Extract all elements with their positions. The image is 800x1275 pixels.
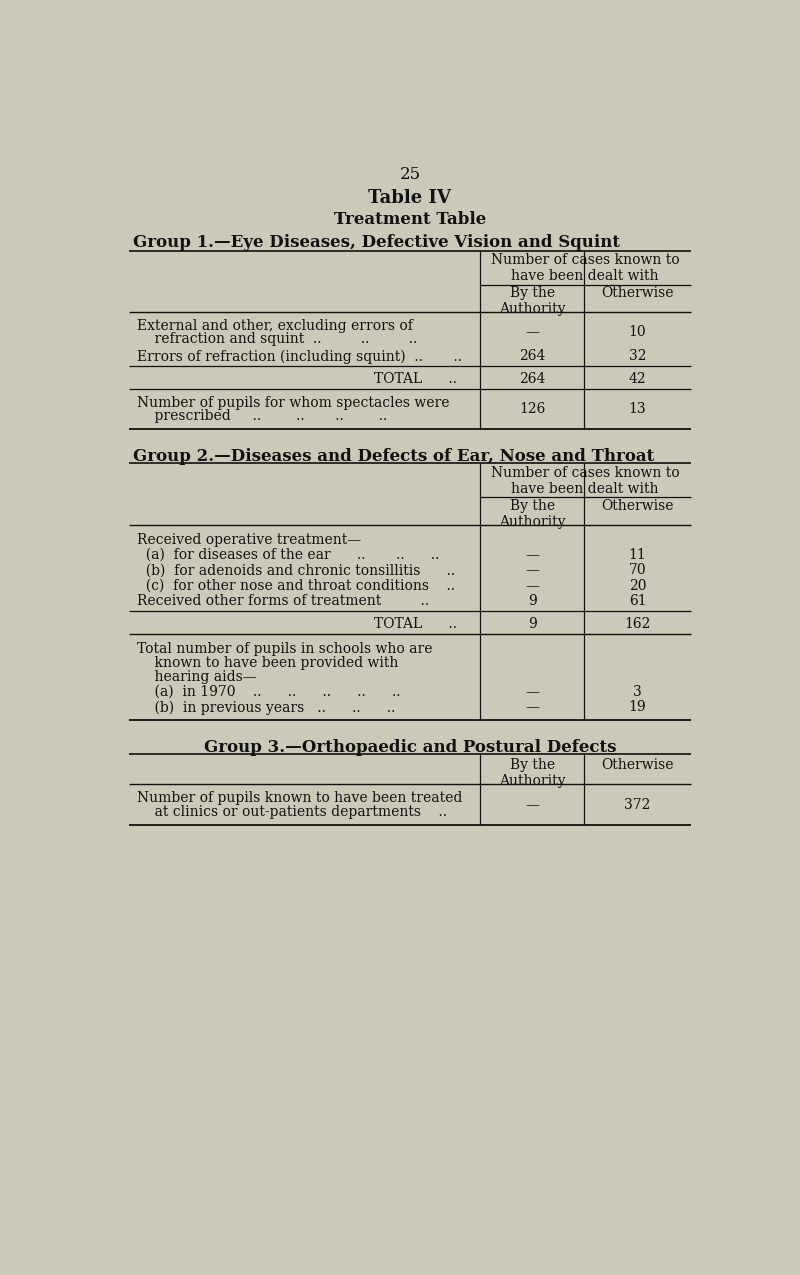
- Text: —: —: [525, 325, 539, 339]
- Text: 162: 162: [624, 617, 650, 631]
- Text: TOTAL      ..: TOTAL ..: [374, 617, 457, 631]
- Text: Treatment Table: Treatment Table: [334, 210, 486, 228]
- Text: Otherwise: Otherwise: [602, 759, 674, 773]
- Text: Otherwise: Otherwise: [602, 286, 674, 300]
- Text: 9: 9: [528, 594, 537, 608]
- Text: —: —: [525, 548, 539, 562]
- Text: 19: 19: [629, 700, 646, 714]
- Text: TOTAL      ..: TOTAL ..: [374, 372, 457, 386]
- Text: 32: 32: [629, 349, 646, 363]
- Text: at clinics or out-patients departments    ..: at clinics or out-patients departments .…: [138, 806, 447, 820]
- Text: Number of cases known to
have been dealt with: Number of cases known to have been dealt…: [491, 254, 679, 283]
- Text: —: —: [525, 579, 539, 593]
- Text: 9: 9: [528, 617, 537, 631]
- Text: —: —: [525, 798, 539, 812]
- Text: 372: 372: [624, 798, 650, 812]
- Text: prescribed     ..        ..       ..        ..: prescribed .. .. .. ..: [138, 409, 387, 423]
- Text: Otherwise: Otherwise: [602, 499, 674, 513]
- Text: (a)  for diseases of the ear      ..       ..      ..: (a) for diseases of the ear .. .. ..: [138, 548, 439, 562]
- Text: 13: 13: [629, 403, 646, 417]
- Text: Errors of refraction (including squint)  ..       ..: Errors of refraction (including squint) …: [138, 349, 462, 363]
- Text: By the
Authority: By the Authority: [499, 286, 566, 316]
- Text: Table IV: Table IV: [369, 189, 451, 208]
- Text: —: —: [525, 700, 539, 714]
- Text: (c)  for other nose and throat conditions    ..: (c) for other nose and throat conditions…: [138, 579, 455, 593]
- Text: Number of pupils for whom spectacles were: Number of pupils for whom spectacles wer…: [138, 395, 450, 409]
- Text: 61: 61: [629, 594, 646, 608]
- Text: 11: 11: [629, 548, 646, 562]
- Text: Received operative treatment—: Received operative treatment—: [138, 533, 362, 547]
- Text: 10: 10: [629, 325, 646, 339]
- Text: (a)  in 1970    ..      ..      ..      ..      ..: (a) in 1970 .. .. .. .. ..: [138, 685, 401, 699]
- Text: (b)  for adenoids and chronic tonsillitis      ..: (b) for adenoids and chronic tonsillitis…: [138, 564, 455, 578]
- Text: hearing aids—: hearing aids—: [138, 669, 257, 683]
- Text: 25: 25: [399, 166, 421, 184]
- Text: External and other, excluding errors of: External and other, excluding errors of: [138, 319, 413, 333]
- Text: 264: 264: [519, 372, 546, 386]
- Text: By the
Authority: By the Authority: [499, 759, 566, 788]
- Text: Number of cases known to
have been dealt with: Number of cases known to have been dealt…: [491, 465, 679, 496]
- Text: —: —: [525, 564, 539, 578]
- Text: known to have been provided with: known to have been provided with: [138, 655, 398, 669]
- Text: —: —: [525, 685, 539, 699]
- Text: 126: 126: [519, 403, 546, 417]
- Text: Group 2.—Diseases and Defects of Ear, Nose and Throat: Group 2.—Diseases and Defects of Ear, No…: [133, 448, 654, 465]
- Text: (b)  in previous years   ..      ..      ..: (b) in previous years .. .. ..: [138, 700, 395, 715]
- Text: 20: 20: [629, 579, 646, 593]
- Text: 42: 42: [629, 372, 646, 386]
- Text: 264: 264: [519, 349, 546, 363]
- Text: Group 3.—Orthopaedic and Postural Defects: Group 3.—Orthopaedic and Postural Defect…: [204, 740, 616, 756]
- Text: 70: 70: [629, 564, 646, 578]
- Text: Group 1.—Eye Diseases, Defective Vision and Squint: Group 1.—Eye Diseases, Defective Vision …: [133, 233, 619, 251]
- Text: Total number of pupils in schools who are: Total number of pupils in schools who ar…: [138, 641, 433, 655]
- Text: 3: 3: [633, 685, 642, 699]
- Text: refraction and squint  ..         ..         ..: refraction and squint .. .. ..: [138, 333, 418, 347]
- Text: By the
Authority: By the Authority: [499, 499, 566, 529]
- Text: Received other forms of treatment         ..: Received other forms of treatment ..: [138, 594, 430, 608]
- Text: Number of pupils known to have been treated: Number of pupils known to have been trea…: [138, 792, 462, 806]
